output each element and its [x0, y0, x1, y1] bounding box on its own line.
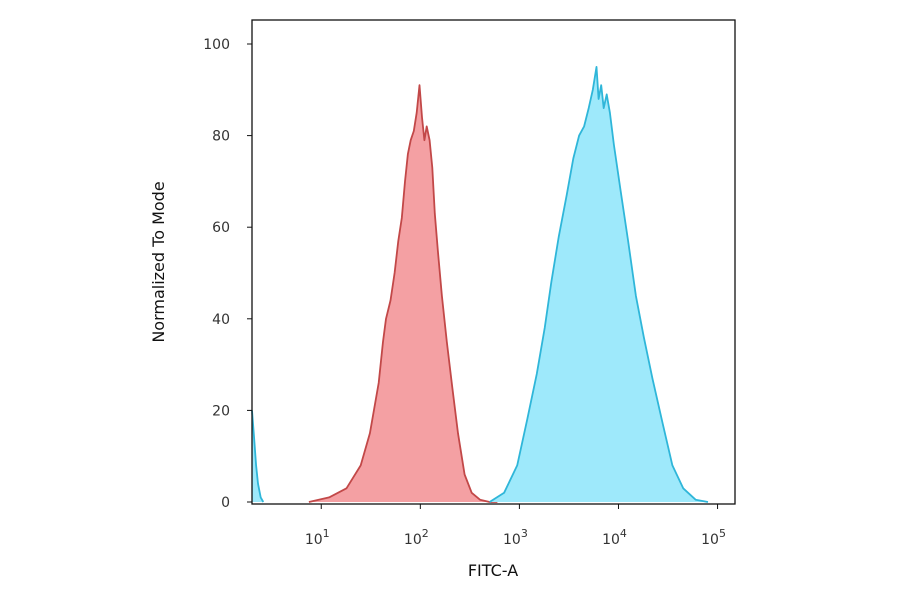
- tick-layer: 0 20 40 60 80 100 101 102 103 104 105: [203, 37, 726, 548]
- x-tick-label: 105: [701, 527, 726, 548]
- x-axis-title: FITC-A: [468, 561, 518, 580]
- y-tick-label: 40: [212, 312, 230, 328]
- series-layer: [251, 66, 709, 503]
- y-axis-title: Normalized To Mode: [149, 181, 168, 342]
- series-3-area: [252, 410, 264, 502]
- series-2-area: [489, 66, 708, 503]
- x-tick-label: 102: [404, 527, 429, 548]
- x-tick-label: 101: [305, 527, 330, 548]
- y-tick-label: 60: [212, 220, 230, 236]
- series-1-area: [308, 85, 498, 502]
- y-tick-label: 100: [203, 37, 230, 53]
- x-tick-label: 103: [503, 527, 528, 548]
- series-1-line: [308, 84, 498, 503]
- x-tick-label: 104: [602, 527, 627, 548]
- y-tick-label: 0: [221, 495, 230, 511]
- y-tick-label: 20: [212, 403, 230, 419]
- y-tick-label: 80: [212, 129, 230, 145]
- plot-frame: [251, 19, 736, 505]
- series-3-line: [251, 410, 265, 503]
- series-2-line: [489, 66, 709, 503]
